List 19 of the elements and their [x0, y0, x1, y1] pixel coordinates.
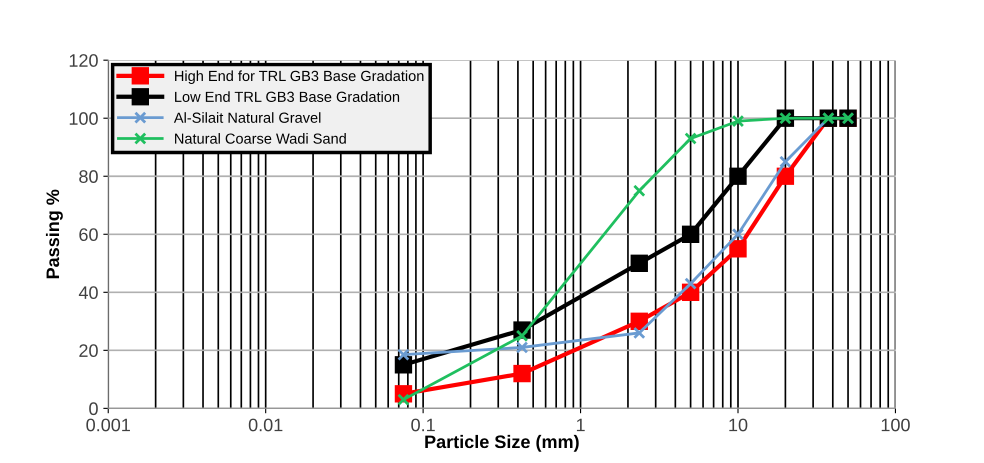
legend-label: Al-Silait Natural Gravel	[174, 112, 320, 123]
legend-label: Low End TRL GB3 Base Gradation	[175, 91, 400, 102]
y-tick-label: 120	[70, 54, 98, 67]
y-axis-title: Passing %	[46, 190, 63, 278]
x-tick-label: 0.01	[248, 418, 282, 432]
legend-label: Natural Coarse Wadi Sand	[175, 133, 346, 144]
x-tick-label: 10	[729, 418, 748, 432]
x-tick-label: 1	[576, 418, 585, 432]
y-tick-label: 80	[79, 170, 98, 183]
y-tick-label: 100	[70, 112, 98, 125]
y-tick-label: 0	[89, 402, 98, 416]
x-tick-label: 0.1	[411, 418, 435, 432]
legend-label: High End for TRL GB3 Base Gradation	[175, 70, 424, 84]
y-tick-label: 40	[78, 286, 98, 300]
y-tick-label: 60	[79, 228, 98, 241]
x-tick-label: 100	[882, 418, 910, 432]
x-tick-label: 0.001	[86, 418, 130, 432]
y-tick-label: 20	[79, 344, 98, 358]
x-axis-title: Particle Size (mm)	[425, 434, 579, 452]
